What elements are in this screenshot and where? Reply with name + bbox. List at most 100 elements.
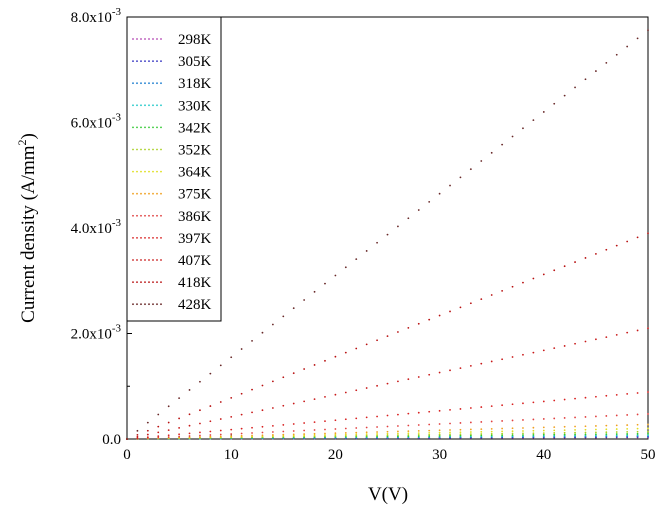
data-point	[157, 435, 160, 438]
data-point	[292, 423, 295, 425]
data-point	[324, 282, 326, 285]
legend-label: 352K	[178, 143, 212, 159]
data-point	[240, 434, 243, 437]
legend-label: 418K	[178, 275, 212, 291]
data-point	[271, 424, 274, 427]
data-point	[459, 434, 462, 437]
legend: 298K 305K 318K 330K 342K 352K 364K 375K 386K 397K…	[126, 16, 222, 322]
data-point	[167, 434, 170, 437]
data-point	[459, 306, 462, 309]
data-point	[636, 413, 639, 416]
legend-swatch-dot	[144, 170, 146, 173]
data-point	[188, 413, 191, 416]
data-point	[417, 424, 420, 426]
data-point	[365, 433, 368, 436]
data-point	[647, 327, 649, 330]
data-point	[240, 427, 243, 430]
data-point	[428, 433, 431, 436]
x-tick-label: 40	[536, 447, 551, 463]
data-point	[615, 393, 618, 396]
legend-swatch-dot	[156, 303, 158, 306]
legend-label: 305K	[178, 54, 212, 70]
data-point	[344, 418, 347, 421]
data-point	[303, 434, 306, 437]
legend-swatch-dot	[156, 259, 158, 261]
data-point	[469, 421, 472, 424]
data-point	[542, 433, 545, 436]
data-point	[334, 433, 337, 436]
data-point	[355, 433, 358, 436]
data-point	[469, 431, 472, 433]
data-point	[595, 338, 597, 341]
data-point	[501, 358, 504, 361]
data-point	[615, 428, 618, 430]
series-407K	[126, 327, 649, 440]
data-point	[324, 359, 326, 362]
data-point	[344, 351, 347, 354]
data-point	[501, 432, 504, 435]
data-point	[480, 362, 483, 365]
data-point	[626, 424, 629, 426]
data-point	[355, 347, 358, 350]
data-point	[553, 426, 556, 428]
data-point	[324, 420, 326, 423]
data-point	[407, 432, 410, 435]
data-point	[605, 61, 608, 64]
data-point	[376, 415, 378, 418]
data-point	[219, 429, 222, 432]
data-point	[376, 241, 378, 244]
data-point	[188, 436, 191, 439]
data-point	[490, 434, 493, 437]
data-point	[522, 434, 524, 436]
data-point	[511, 356, 514, 358]
data-point	[501, 434, 504, 437]
data-point	[511, 427, 514, 430]
data-point	[355, 389, 358, 392]
data-point	[282, 424, 285, 426]
data-point	[282, 404, 285, 407]
data-point	[522, 281, 524, 284]
data-point	[449, 369, 451, 372]
data-point	[647, 232, 649, 235]
data-point	[636, 427, 639, 430]
data-point	[199, 409, 201, 412]
legend-swatch-dot	[160, 126, 162, 129]
data-point	[490, 420, 493, 423]
data-point	[459, 367, 462, 369]
data-point	[490, 294, 493, 296]
data-point	[271, 380, 274, 383]
data-point	[292, 434, 295, 437]
data-point	[563, 431, 566, 434]
data-point	[542, 111, 545, 113]
data-point	[230, 428, 233, 431]
legend-swatch-dot	[152, 170, 154, 173]
data-point	[261, 434, 264, 437]
data-point	[365, 387, 368, 389]
y-axis-title-close: )	[18, 133, 39, 139]
legend-swatch-dot	[140, 104, 142, 107]
legend-swatch-dot	[156, 38, 158, 40]
data-point	[563, 94, 566, 97]
legend-swatch-dot	[160, 303, 162, 306]
legend-swatch-dot	[132, 237, 134, 239]
data-point	[407, 412, 410, 415]
data-point	[636, 392, 639, 394]
legend-swatch-dot	[152, 237, 154, 239]
data-point	[376, 431, 378, 433]
data-point	[511, 403, 514, 406]
legend-swatch-dot	[136, 104, 138, 107]
data-point	[324, 396, 326, 398]
legend-swatch-dot	[144, 259, 146, 261]
data-point	[334, 432, 337, 435]
data-point	[449, 408, 451, 411]
legend-swatch-dot	[152, 38, 154, 40]
data-point	[428, 200, 431, 203]
legend-swatch-dot	[152, 259, 154, 261]
data-point	[136, 433, 139, 436]
data-point	[209, 405, 212, 407]
data-point	[511, 285, 514, 288]
legend-swatch-dot	[148, 148, 150, 151]
data-point	[344, 266, 347, 269]
data-point	[438, 371, 441, 374]
data-point	[199, 380, 201, 383]
